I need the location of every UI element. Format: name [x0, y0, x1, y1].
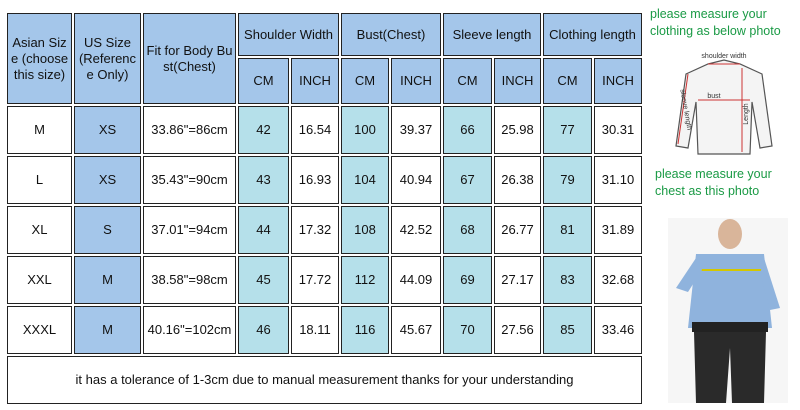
- table-cell: 35.43"=90cm: [143, 156, 236, 204]
- unit-cell: CM: [341, 58, 389, 104]
- table-cell: 81: [543, 206, 592, 254]
- table-cell: M: [74, 306, 141, 354]
- table-cell: 33.46: [594, 306, 642, 354]
- unit-cell: CM: [238, 58, 289, 104]
- table-cell: 39.37: [391, 106, 441, 154]
- table-cell: 26.77: [494, 206, 541, 254]
- table-cell: XXXL: [7, 306, 72, 354]
- table-cell: 67: [443, 156, 492, 204]
- header-cell: Bust(Chest): [341, 13, 441, 56]
- table-cell: 66: [443, 106, 492, 154]
- label: Length: [743, 103, 750, 125]
- table-cell: 79: [543, 156, 592, 204]
- header-cell: Fit for Body Bust(Chest): [143, 13, 236, 104]
- chest-photo: [668, 218, 788, 403]
- table-cell: XS: [74, 106, 141, 154]
- shirt-diagram: shoulder width bust sleeve length Length: [675, 53, 773, 155]
- label: shoulder width: [701, 53, 746, 60]
- table-cell: M: [7, 106, 72, 154]
- unit-cell: CM: [443, 58, 492, 104]
- table-cell: XL: [7, 206, 72, 254]
- table-cell: 16.54: [291, 106, 339, 154]
- table-cell: 27.56: [494, 306, 541, 354]
- table-cell: 32.68: [594, 256, 642, 304]
- table-cell: 116: [341, 306, 389, 354]
- note: please measure your chest as this photo: [655, 167, 772, 198]
- table-cell: 40.94: [391, 156, 441, 204]
- table-cell: 85: [543, 306, 592, 354]
- unit-cell: INCH: [594, 58, 642, 104]
- table-cell: XS: [74, 156, 141, 204]
- table-cell: 40.16"=102cm: [143, 306, 236, 354]
- table-cell: 108: [341, 206, 389, 254]
- table-cell: 44.09: [391, 256, 441, 304]
- header-cell: Clothing length: [543, 13, 642, 56]
- unit-cell: INCH: [391, 58, 441, 104]
- table-cell: 26.38: [494, 156, 541, 204]
- footer-note: it has a tolerance of 1-3cm due to manua…: [7, 356, 642, 404]
- header-cell: US Size (Reference Only): [74, 13, 141, 104]
- table-cell: 100: [341, 106, 389, 154]
- table-cell: 104: [341, 156, 389, 204]
- header-cell: Sleeve length: [443, 13, 541, 56]
- table-cell: 18.11: [291, 306, 339, 354]
- table-cell: 38.58"=98cm: [143, 256, 236, 304]
- table-cell: 44: [238, 206, 289, 254]
- table-cell: 17.72: [291, 256, 339, 304]
- table-cell: 31.89: [594, 206, 642, 254]
- header-cell: Asian Size (choose this size): [7, 13, 72, 104]
- table-cell: 46: [238, 306, 289, 354]
- table-cell: S: [74, 206, 141, 254]
- table-cell: 42.52: [391, 206, 441, 254]
- table-cell: 37.01"=94cm: [143, 206, 236, 254]
- table-cell: 45: [238, 256, 289, 304]
- unit-cell: INCH: [291, 58, 339, 104]
- table-cell: 16.93: [291, 156, 339, 204]
- table-cell: 25.98: [494, 106, 541, 154]
- unit-cell: INCH: [494, 58, 541, 104]
- table-cell: 112: [341, 256, 389, 304]
- unit-cell: CM: [543, 58, 592, 104]
- note: please measure your clothing as below ph…: [650, 7, 781, 38]
- table-cell: 33.86"=86cm: [143, 106, 236, 154]
- table-cell: 77: [543, 106, 592, 154]
- table-cell: 68: [443, 206, 492, 254]
- table-cell: 70: [443, 306, 492, 354]
- table-cell: 42: [238, 106, 289, 154]
- table-cell: L: [7, 156, 72, 204]
- table-cell: 17.32: [291, 206, 339, 254]
- table-cell: XXL: [7, 256, 72, 304]
- table-cell: 31.10: [594, 156, 642, 204]
- table-cell: 27.17: [494, 256, 541, 304]
- header-cell: Shoulder Width: [238, 13, 339, 56]
- table-cell: 69: [443, 256, 492, 304]
- table-cell: 43: [238, 156, 289, 204]
- table-cell: 83: [543, 256, 592, 304]
- table-cell: 45.67: [391, 306, 441, 354]
- table-cell: 30.31: [594, 106, 642, 154]
- label: bust: [707, 93, 720, 100]
- table-cell: M: [74, 256, 141, 304]
